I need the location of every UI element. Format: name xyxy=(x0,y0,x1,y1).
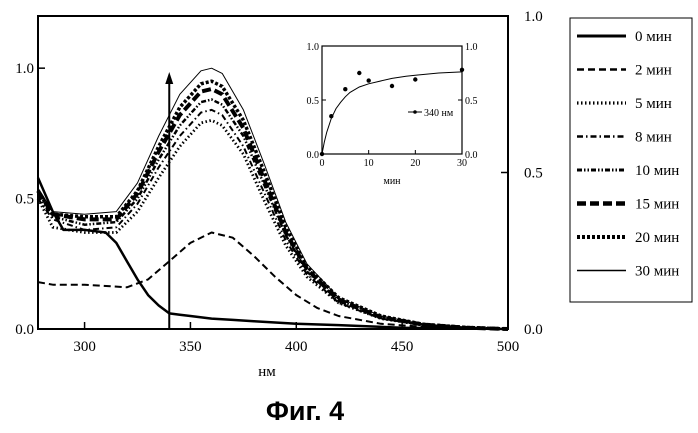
inset-x-tick-label: 0 xyxy=(320,158,325,169)
figure-caption: Фиг. 4 xyxy=(266,396,344,426)
legend: 0 мин 2 мин 5 мин 8 мин 10 мин 15 мин 20 мин 30… xyxy=(570,18,692,302)
x-tick-label: 350 xyxy=(179,339,202,355)
x-tick-label: 500 xyxy=(497,339,520,355)
inset-data-point xyxy=(320,152,324,156)
inset-data-point xyxy=(390,84,394,88)
inset-data-point xyxy=(413,77,417,81)
inset-x-axis-label: мин xyxy=(383,176,401,187)
inset-y2-tick-label: 0.0 xyxy=(465,150,478,161)
inset-legend-label: 340 нм xyxy=(424,108,454,119)
inset-y-tick-label: 1.0 xyxy=(307,42,320,53)
legend-frame xyxy=(570,18,692,302)
legend-label-4: 10 мин xyxy=(635,163,679,179)
inset-y2-tick-label: 0.5 xyxy=(465,96,478,107)
legend-label-6: 20 мин xyxy=(635,230,679,246)
series-line-1 xyxy=(38,233,508,330)
inset-data-point xyxy=(343,87,347,91)
legend-label-5: 15 мин xyxy=(635,197,679,213)
y2-tick-label: 1.0 xyxy=(524,9,543,25)
x-tick-label: 300 xyxy=(73,339,96,355)
legend-label-0: 0 мин xyxy=(635,29,672,45)
inset-x-tick-label: 10 xyxy=(364,158,374,169)
inset-plot: 01020300.00.51.00.00.51.0мин340 нм xyxy=(307,38,489,188)
legend-label-3: 8 мин xyxy=(635,130,672,146)
wavelength-marker-arrowhead xyxy=(165,72,173,84)
inset-y-tick-label: 0.0 xyxy=(307,150,320,161)
inset-data-point xyxy=(367,78,371,82)
inset-y-tick-label: 0.5 xyxy=(307,96,320,107)
series-line-0 xyxy=(38,178,508,329)
y-tick-label: 0.5 xyxy=(15,192,34,208)
y2-tick-label: 0.5 xyxy=(524,166,543,182)
x-tick-label: 400 xyxy=(285,339,308,355)
inset-x-tick-label: 20 xyxy=(410,158,420,169)
inset-data-point xyxy=(460,68,464,72)
x-tick-label: 450 xyxy=(391,339,414,355)
legend-label-7: 30 мин xyxy=(635,264,679,280)
inset-data-point xyxy=(329,114,333,118)
y-tick-label: 1.0 xyxy=(15,61,34,77)
inset-y2-tick-label: 1.0 xyxy=(465,42,478,53)
inset-data-point xyxy=(357,71,361,75)
y-tick-label: 0.0 xyxy=(15,322,34,338)
y2-tick-label: 0.0 xyxy=(524,322,543,338)
legend-label-2: 5 мин xyxy=(635,96,672,112)
figure-canvas: 3003504004505000.00.51.00.00.51.0нм 0102… xyxy=(0,0,698,428)
x-axis-label: нм xyxy=(258,364,276,380)
legend-label-1: 2 мин xyxy=(635,63,672,79)
inset-legend-marker xyxy=(413,110,417,114)
